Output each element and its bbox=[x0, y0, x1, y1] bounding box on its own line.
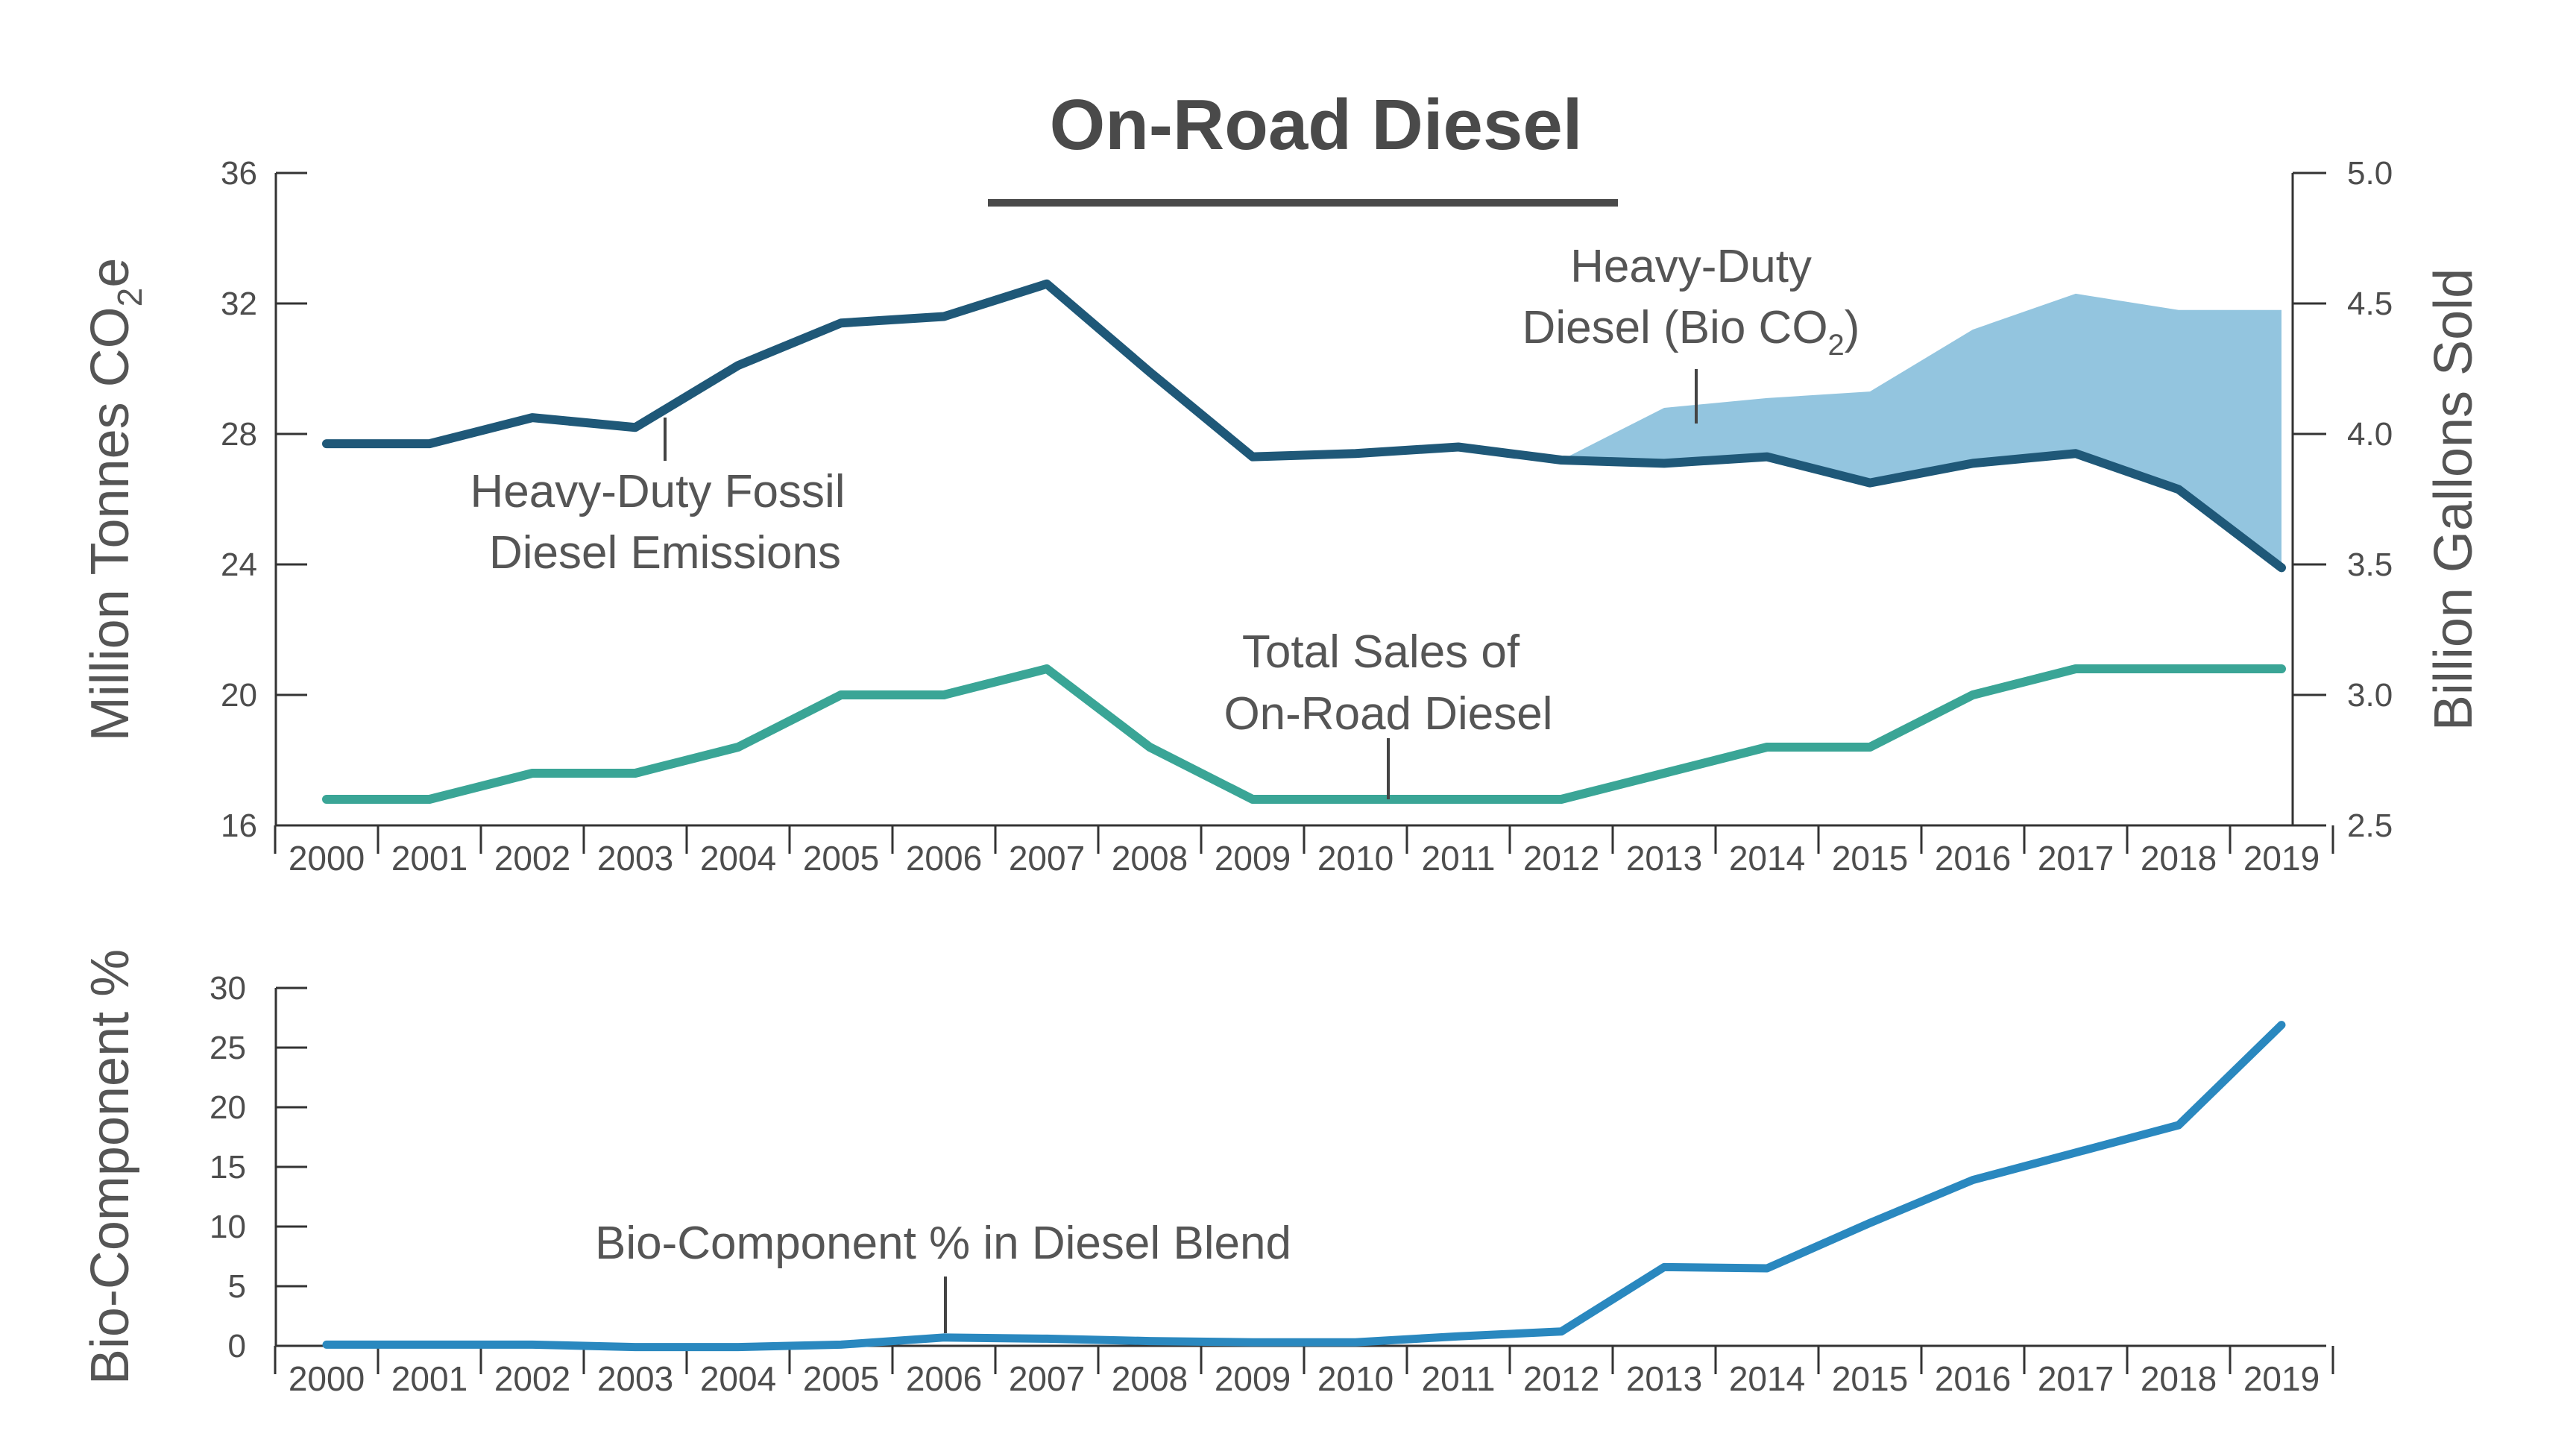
bottom-y-axis-label: Bio-Component % bbox=[81, 949, 140, 1385]
top-right-ticks: 2.5 3.0 3.5 4.0 4.5 5.0 bbox=[2293, 155, 2393, 844]
x-tick-label: 2015 bbox=[1832, 1359, 1908, 1398]
bio-co2-area bbox=[1561, 293, 2281, 568]
x-tick-label: 2019 bbox=[2243, 1359, 2320, 1398]
bottom-y-tick-label: 10 bbox=[210, 1209, 246, 1245]
top-left-tick-label: 28 bbox=[221, 416, 257, 453]
x-tick-label: 2005 bbox=[803, 839, 879, 878]
x-tick-label: 2006 bbox=[906, 839, 982, 878]
sales-annotation-line1: Total Sales of bbox=[1242, 626, 1520, 678]
x-tick-label: 2012 bbox=[1523, 1359, 1599, 1398]
bottom-y-ticks: 0 5 10 15 20 25 30 bbox=[210, 970, 307, 1364]
x-tick-label: 2007 bbox=[1009, 839, 1085, 878]
top-right-tick-label: 4.5 bbox=[2347, 286, 2393, 322]
fossil-annotation-line1: Heavy-Duty Fossil bbox=[470, 466, 845, 517]
bottom-x-ticks: 2000 2001 2002 2003 2004 2005 2006 2007 2008 2009… bbox=[274, 1346, 2334, 1398]
top-chart: 16 20 24 28 32 36 2.5 3.0 3.5 4.0 4.5 5.0 2000 2001… bbox=[81, 155, 2484, 878]
x-tick-label: 2003 bbox=[597, 1359, 673, 1398]
top-left-axis-label: Million Tonnes CO2e bbox=[81, 258, 149, 742]
x-tick-label: 2004 bbox=[700, 1359, 776, 1398]
x-tick-label: 2016 bbox=[1935, 1359, 2011, 1398]
sales-annotation-line2: On-Road Diesel bbox=[1224, 688, 1552, 740]
top-right-tick-label: 3.5 bbox=[2347, 547, 2393, 583]
chart-title: On-Road Diesel bbox=[1050, 85, 1583, 165]
x-tick-label: 2013 bbox=[1626, 1359, 1702, 1398]
x-tick-label: 2009 bbox=[1215, 839, 1291, 878]
top-left-ticks: 16 20 24 28 32 36 bbox=[221, 155, 307, 844]
top-right-tick-label: 2.5 bbox=[2347, 808, 2393, 844]
bottom-y-tick-label: 15 bbox=[210, 1149, 246, 1186]
x-tick-label: 2000 bbox=[289, 839, 365, 878]
x-tick-label: 2010 bbox=[1317, 1359, 1394, 1398]
x-tick-label: 2011 bbox=[1422, 1359, 1496, 1398]
top-right-tick-label: 5.0 bbox=[2347, 155, 2393, 192]
diesel-sales-line bbox=[322, 664, 2286, 804]
x-tick-label: 2009 bbox=[1215, 1359, 1291, 1398]
x-tick-label: 2001 bbox=[391, 1359, 467, 1398]
top-left-tick-label: 32 bbox=[221, 286, 257, 322]
top-left-tick-label: 16 bbox=[221, 808, 257, 844]
top-right-tick-label: 3.0 bbox=[2347, 677, 2393, 714]
x-tick-label: 2006 bbox=[906, 1359, 982, 1398]
bio-annotation-line2: Diesel (Bio CO2) bbox=[1522, 302, 1860, 362]
bottom-y-tick-label: 5 bbox=[228, 1268, 246, 1305]
bio-component-annotation: Bio-Component % in Diesel Blend bbox=[595, 1218, 1291, 1269]
x-tick-label: 2004 bbox=[700, 839, 776, 878]
fossil-emissions-line bbox=[322, 279, 2286, 573]
x-tick-label: 2018 bbox=[2141, 1359, 2217, 1398]
x-tick-label: 2012 bbox=[1523, 839, 1599, 878]
top-left-tick-label: 20 bbox=[221, 677, 257, 714]
x-tick-label: 2007 bbox=[1009, 1359, 1085, 1398]
top-right-axis-label: Billion Gallons Sold bbox=[2424, 268, 2484, 731]
x-tick-label: 2016 bbox=[1935, 839, 2011, 878]
x-tick-label: 2017 bbox=[2038, 1359, 2114, 1398]
x-tick-label: 2005 bbox=[803, 1359, 879, 1398]
bottom-y-tick-label: 30 bbox=[210, 970, 246, 1007]
x-tick-label: 2019 bbox=[2243, 839, 2320, 878]
x-tick-label: 2002 bbox=[494, 839, 570, 878]
x-tick-label: 2000 bbox=[289, 1359, 365, 1398]
x-tick-label: 2018 bbox=[2141, 839, 2217, 878]
x-tick-label: 2010 bbox=[1317, 839, 1394, 878]
x-tick-label: 2008 bbox=[1112, 1359, 1188, 1398]
bottom-y-tick-label: 20 bbox=[210, 1089, 246, 1126]
top-left-tick-label: 24 bbox=[221, 547, 257, 583]
bottom-y-tick-label: 0 bbox=[228, 1328, 246, 1364]
bottom-y-tick-label: 25 bbox=[210, 1030, 246, 1066]
x-tick-label: 2017 bbox=[2038, 839, 2114, 878]
x-tick-label: 2015 bbox=[1832, 839, 1908, 878]
x-tick-label: 2002 bbox=[494, 1359, 570, 1398]
top-x-ticks: 2000 2001 2002 2003 2004 2005 2006 2007 2008 2009… bbox=[274, 825, 2334, 878]
x-tick-label: 2013 bbox=[1626, 839, 1702, 878]
x-tick-label: 2008 bbox=[1112, 839, 1188, 878]
bio-component-line bbox=[322, 1021, 2286, 1352]
top-right-tick-label: 4.0 bbox=[2347, 416, 2393, 453]
top-left-tick-label: 36 bbox=[221, 155, 257, 192]
x-tick-label: 2001 bbox=[391, 839, 467, 878]
x-tick-label: 2014 bbox=[1729, 839, 1805, 878]
fossil-annotation-line2: Diesel Emissions bbox=[489, 527, 841, 579]
x-tick-label: 2011 bbox=[1422, 839, 1496, 878]
bio-annotation-line1: Heavy-Duty bbox=[1570, 241, 1812, 292]
x-tick-label: 2014 bbox=[1729, 1359, 1805, 1398]
x-tick-label: 2003 bbox=[597, 839, 673, 878]
